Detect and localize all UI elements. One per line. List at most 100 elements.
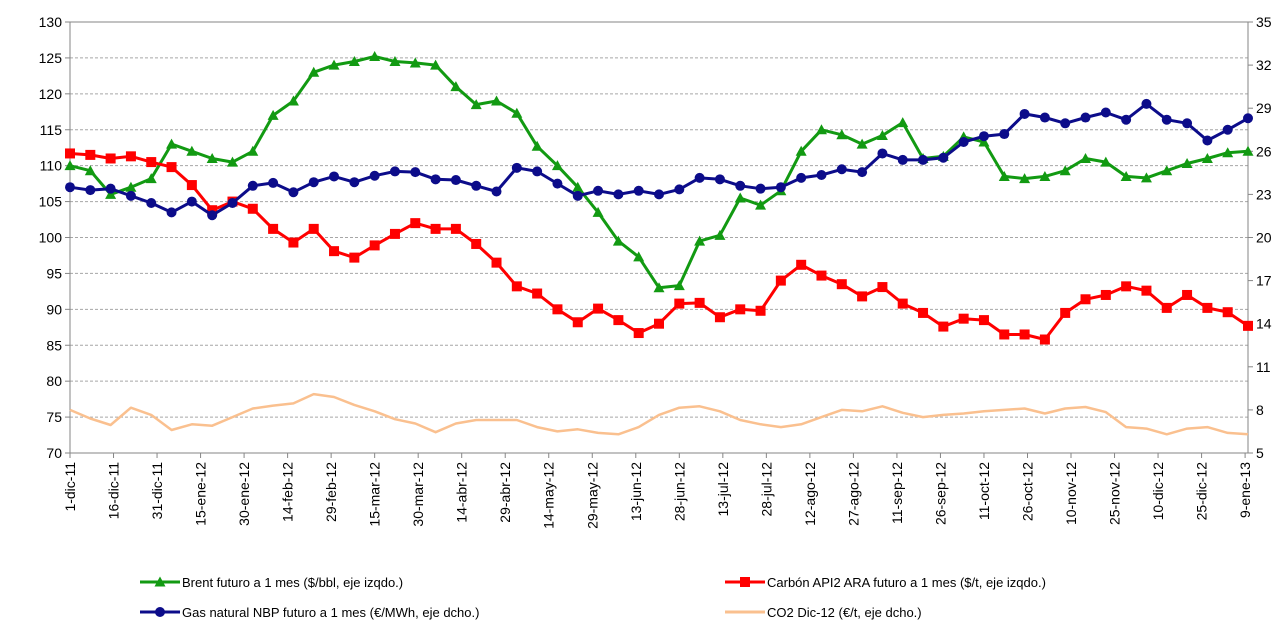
marker <box>552 304 563 315</box>
marker <box>856 138 868 149</box>
marker <box>105 183 116 194</box>
marker <box>612 235 624 246</box>
marker <box>65 182 75 193</box>
marker <box>755 305 766 316</box>
y2-tick-label: 26 <box>1256 143 1272 159</box>
marker <box>816 170 827 181</box>
marker <box>369 50 381 61</box>
marker <box>1161 114 1172 125</box>
marker <box>1243 113 1253 124</box>
legend-label: Gas natural NBP futuro a 1 mes (€/MWh, e… <box>182 605 479 620</box>
marker <box>674 298 685 309</box>
marker <box>897 298 908 309</box>
marker <box>531 140 543 151</box>
marker <box>125 151 136 162</box>
marker <box>389 166 400 177</box>
marker <box>857 167 868 178</box>
marker <box>1019 108 1030 119</box>
marker <box>471 180 482 191</box>
x-tick-label: 30-ene-12 <box>236 462 252 526</box>
marker <box>836 279 847 290</box>
x-tick-label: 27-ago-12 <box>845 462 861 526</box>
marker <box>897 117 909 128</box>
marker <box>1182 118 1193 129</box>
x-tick-label: 9-ene-13 <box>1237 462 1253 518</box>
series-line <box>69 152 1249 341</box>
marker <box>593 185 604 196</box>
marker <box>1039 170 1051 181</box>
marker <box>1121 114 1132 125</box>
y2-tick-label: 14 <box>1256 316 1272 332</box>
marker <box>674 184 685 195</box>
marker <box>633 251 645 262</box>
marker <box>735 304 746 315</box>
marker <box>755 183 766 194</box>
marker <box>795 145 807 156</box>
marker <box>1182 289 1193 300</box>
y2-tick-label: 20 <box>1256 230 1272 246</box>
marker <box>694 235 706 246</box>
marker <box>470 99 482 110</box>
x-tick-label: 31-dic-11 <box>149 462 165 520</box>
y2-tick-label: 29 <box>1256 100 1272 116</box>
marker <box>1202 302 1213 313</box>
y2-tick-label: 5 <box>1256 445 1264 461</box>
marker <box>349 252 360 263</box>
marker <box>146 198 157 209</box>
x-tick-label: 1-dic-11 <box>62 462 78 512</box>
marker <box>673 280 685 291</box>
x-tick-label: 13-jul-12 <box>715 462 731 517</box>
marker <box>369 170 380 181</box>
marker <box>146 157 157 168</box>
y2-tick-label: 11 <box>1256 359 1271 375</box>
marker <box>815 124 827 135</box>
marker <box>491 186 502 197</box>
marker <box>552 178 563 189</box>
marker <box>1140 172 1152 183</box>
marker <box>369 240 380 251</box>
marker <box>694 297 705 308</box>
marker <box>1039 334 1050 345</box>
marker <box>389 56 401 67</box>
marker <box>155 607 165 617</box>
marker <box>491 95 503 106</box>
marker <box>85 185 96 196</box>
marker <box>308 223 319 234</box>
marker <box>1141 285 1152 296</box>
marker <box>450 81 462 92</box>
x-tick-label: 30-mar-12 <box>410 462 426 527</box>
marker <box>450 175 461 186</box>
marker <box>1201 152 1213 163</box>
marker <box>1059 165 1071 176</box>
marker <box>1222 124 1233 135</box>
series-line <box>69 55 1249 290</box>
y2-tick-label: 23 <box>1256 186 1272 202</box>
marker <box>998 170 1010 181</box>
marker <box>268 223 279 234</box>
marker <box>186 145 198 156</box>
marker <box>125 190 136 201</box>
marker <box>572 190 583 201</box>
marker <box>1019 173 1031 184</box>
marker <box>1060 118 1071 129</box>
marker <box>328 59 340 70</box>
y-tick-label: 85 <box>46 337 62 353</box>
y-tick-label: 105 <box>39 194 63 210</box>
marker <box>897 154 908 165</box>
x-tick-label: 26-sep-12 <box>932 462 948 525</box>
marker <box>186 180 197 191</box>
marker <box>755 199 767 210</box>
marker <box>740 577 750 587</box>
marker <box>247 203 258 214</box>
marker <box>613 189 624 200</box>
x-tick-label: 25-dic-12 <box>1194 462 1210 521</box>
marker <box>836 164 847 175</box>
marker <box>154 576 166 587</box>
marker <box>430 59 442 70</box>
marker <box>918 154 929 165</box>
marker <box>1080 294 1091 305</box>
marker <box>409 57 421 68</box>
marker <box>938 321 949 332</box>
y-tick-label: 70 <box>46 445 62 461</box>
marker <box>166 207 177 218</box>
